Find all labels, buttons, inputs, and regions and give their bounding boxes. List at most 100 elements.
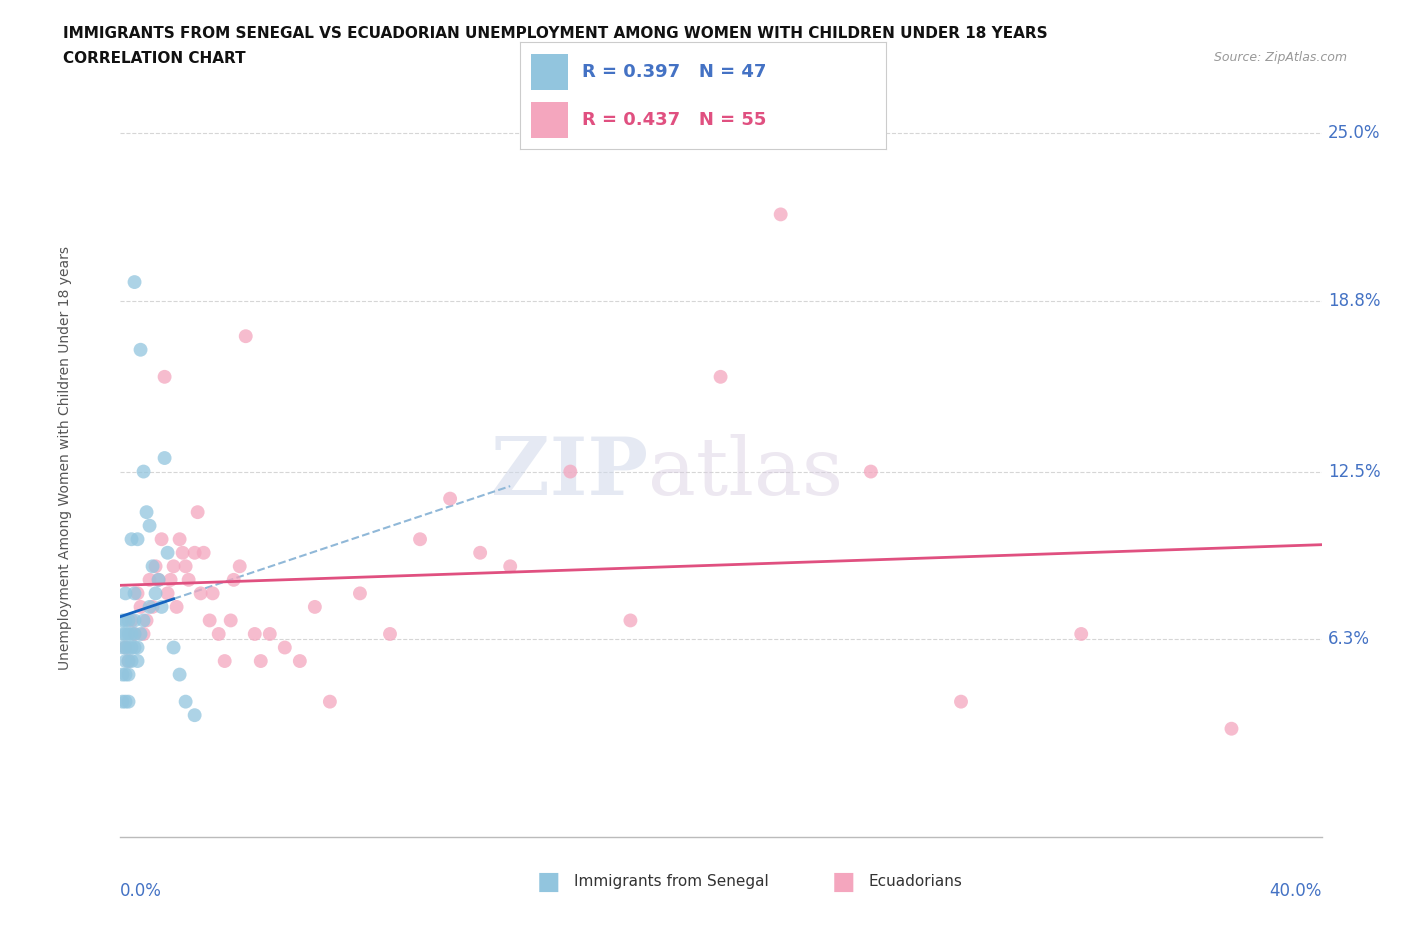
Point xyxy=(117,627,139,642)
Point xyxy=(859,464,882,479)
Point xyxy=(124,640,146,655)
Text: ■: ■ xyxy=(537,870,560,894)
Point xyxy=(142,600,165,615)
Point xyxy=(214,654,236,669)
Text: atlas: atlas xyxy=(648,434,844,512)
Point xyxy=(111,627,134,642)
Point xyxy=(150,600,173,615)
Point xyxy=(121,640,143,655)
Text: R = 0.437   N = 55: R = 0.437 N = 55 xyxy=(582,111,766,129)
Point xyxy=(304,600,326,615)
Point xyxy=(1070,627,1092,642)
Text: R = 0.397   N = 47: R = 0.397 N = 47 xyxy=(582,63,766,81)
Point xyxy=(114,586,136,601)
Point xyxy=(117,694,139,709)
Point xyxy=(129,600,152,615)
Text: Ecuadorians: Ecuadorians xyxy=(869,874,963,889)
Point xyxy=(162,559,184,574)
Point xyxy=(117,654,139,669)
Point xyxy=(153,369,176,384)
Text: Source: ZipAtlas.com: Source: ZipAtlas.com xyxy=(1213,51,1347,64)
Point xyxy=(274,640,297,655)
Point xyxy=(439,491,461,506)
Point xyxy=(183,708,205,723)
Point xyxy=(409,532,432,547)
Point xyxy=(190,586,212,601)
Point xyxy=(183,545,205,560)
Point xyxy=(288,654,311,669)
Point xyxy=(319,694,342,709)
Text: 25.0%: 25.0% xyxy=(1327,125,1381,142)
Point xyxy=(468,545,492,560)
Point xyxy=(138,572,160,587)
Point xyxy=(201,586,224,601)
Text: 0.0%: 0.0% xyxy=(120,883,162,900)
Point xyxy=(172,545,194,560)
Point xyxy=(349,586,371,601)
Text: ZIP: ZIP xyxy=(492,434,648,512)
Bar xyxy=(531,54,568,90)
Point xyxy=(222,572,245,587)
Point xyxy=(114,640,136,655)
Text: Immigrants from Senegal: Immigrants from Senegal xyxy=(574,874,769,889)
Point xyxy=(111,640,134,655)
Point xyxy=(124,627,146,642)
Point xyxy=(129,627,152,642)
Point xyxy=(117,654,139,669)
Point xyxy=(243,627,266,642)
Point xyxy=(127,532,149,547)
Point xyxy=(117,613,139,628)
Point xyxy=(111,667,134,682)
Point xyxy=(378,627,401,642)
Point xyxy=(114,654,136,669)
Point xyxy=(166,600,188,615)
Point xyxy=(124,613,146,628)
Text: 40.0%: 40.0% xyxy=(1270,883,1322,900)
Text: Unemployment Among Women with Children Under 18 years: Unemployment Among Women with Children U… xyxy=(59,246,73,670)
Point xyxy=(121,654,143,669)
Point xyxy=(138,600,160,615)
Point xyxy=(142,559,165,574)
Text: CORRELATION CHART: CORRELATION CHART xyxy=(63,51,246,66)
Point xyxy=(135,613,157,628)
Text: 18.8%: 18.8% xyxy=(1327,292,1381,310)
Point xyxy=(709,369,731,384)
Point xyxy=(148,572,170,587)
Text: ■: ■ xyxy=(832,870,855,894)
Point xyxy=(169,667,191,682)
Point xyxy=(114,694,136,709)
Point xyxy=(145,586,167,601)
Point xyxy=(127,640,149,655)
Point xyxy=(121,532,143,547)
Point xyxy=(156,545,179,560)
Point xyxy=(249,654,271,669)
Point xyxy=(135,505,157,520)
Point xyxy=(117,667,139,682)
Point xyxy=(132,627,155,642)
Point xyxy=(174,559,197,574)
Point xyxy=(1220,722,1243,737)
Point xyxy=(208,627,231,642)
Point xyxy=(117,640,139,655)
Point xyxy=(619,613,641,628)
Point xyxy=(124,627,146,642)
Point xyxy=(162,640,184,655)
Point xyxy=(156,586,179,601)
Point xyxy=(193,545,215,560)
Point xyxy=(219,613,242,628)
Point xyxy=(499,559,522,574)
Text: 6.3%: 6.3% xyxy=(1327,631,1369,648)
Point xyxy=(132,464,155,479)
Point xyxy=(187,505,209,520)
Text: 12.5%: 12.5% xyxy=(1327,462,1381,481)
Text: IMMIGRANTS FROM SENEGAL VS ECUADORIAN UNEMPLOYMENT AMONG WOMEN WITH CHILDREN UND: IMMIGRANTS FROM SENEGAL VS ECUADORIAN UN… xyxy=(63,26,1047,41)
Point xyxy=(560,464,582,479)
Point xyxy=(169,532,191,547)
Point xyxy=(145,559,167,574)
Point xyxy=(124,586,146,601)
Point xyxy=(950,694,973,709)
Point xyxy=(121,613,143,628)
Point xyxy=(111,613,134,628)
Point xyxy=(124,274,146,289)
Bar xyxy=(531,101,568,139)
